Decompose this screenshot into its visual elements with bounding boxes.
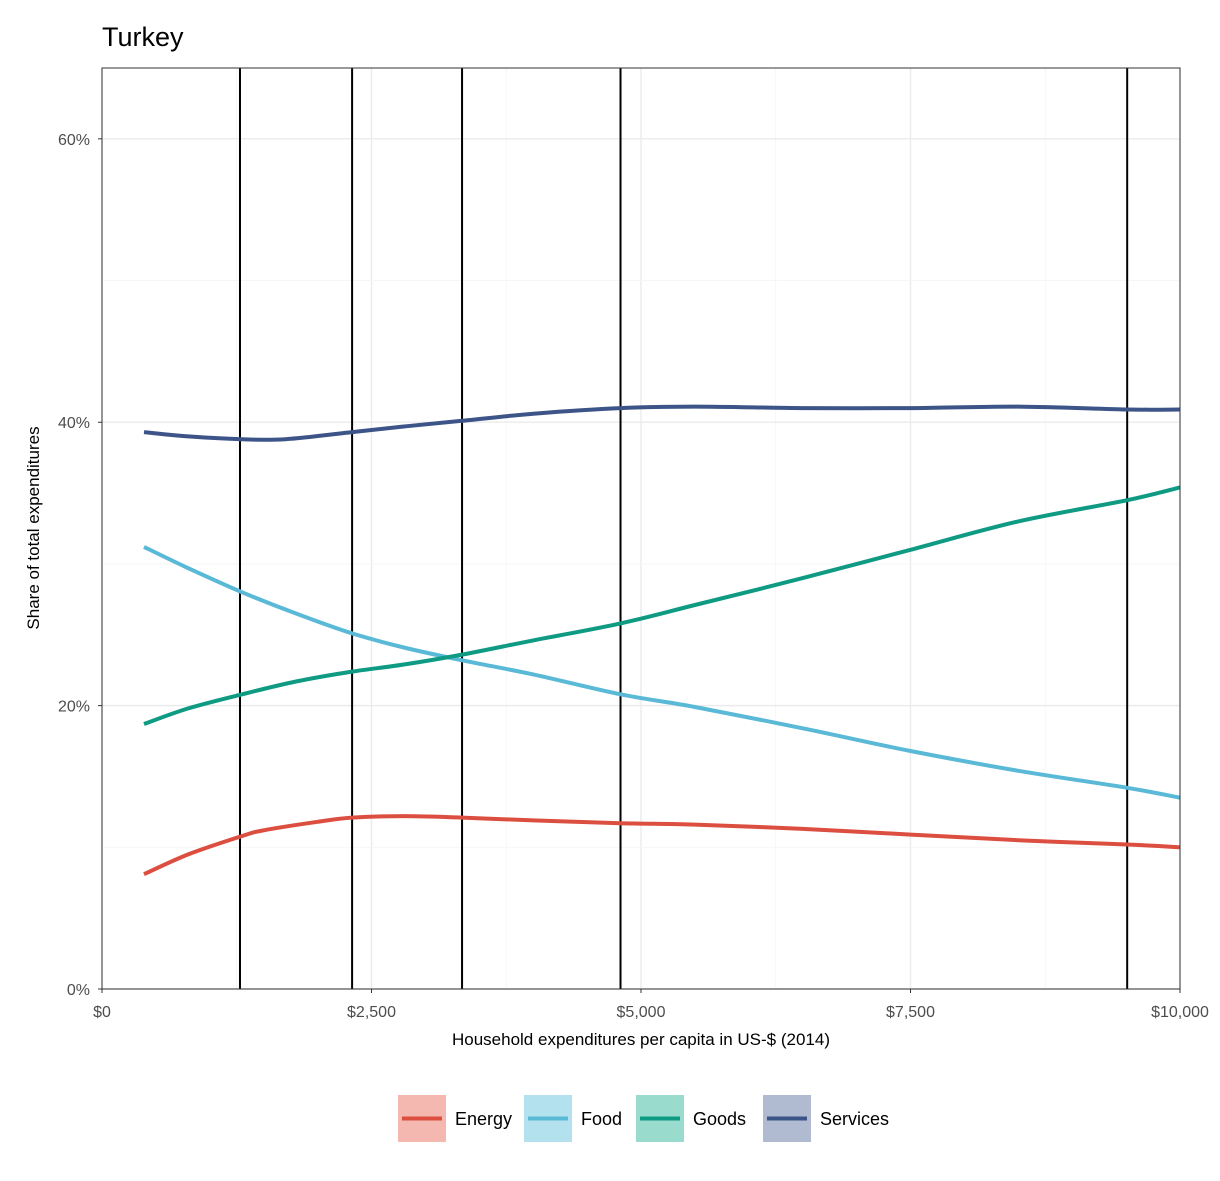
x-tick-label: $10,000 xyxy=(1151,1004,1209,1021)
legend: Energy Food Goods Services xyxy=(398,1095,889,1142)
y-tick-label: 40% xyxy=(58,415,90,432)
legend-item-goods: Goods xyxy=(636,1095,746,1142)
series-lines xyxy=(143,404,1181,877)
legend-item-services: Services xyxy=(763,1095,889,1142)
legend-label: Food xyxy=(581,1109,622,1129)
legend-item-food: Food xyxy=(524,1095,622,1142)
y-axis-ticks: 0% 20% 40% 60% xyxy=(58,132,102,999)
x-axis-title: Household expenditures per capita in US-… xyxy=(452,1030,830,1049)
x-tick-label: $7,500 xyxy=(886,1004,935,1021)
y-axis-title: Share of total expenditures xyxy=(24,426,43,629)
x-tick-label: $5,000 xyxy=(617,1004,666,1021)
x-tick-label: $2,500 xyxy=(347,1004,396,1021)
y-tick-label: 60% xyxy=(58,132,90,149)
y-tick-label: 0% xyxy=(67,982,90,999)
series-line-goods xyxy=(143,485,1181,726)
y-tick-label: 20% xyxy=(58,699,90,716)
chart-title: Turkey xyxy=(102,22,184,52)
x-axis-ticks: $0 $2,500 $5,000 $7,500 $10,000 xyxy=(93,989,1209,1021)
series-line-energy xyxy=(143,814,1181,877)
gridlines xyxy=(101,68,1181,990)
legend-label: Goods xyxy=(693,1109,746,1129)
legend-label: Energy xyxy=(455,1109,512,1129)
legend-label: Services xyxy=(820,1109,889,1129)
x-tick-label: $0 xyxy=(93,1004,111,1021)
series-line-food xyxy=(143,545,1181,800)
series-line-services xyxy=(143,404,1181,442)
legend-item-energy: Energy xyxy=(398,1095,512,1142)
